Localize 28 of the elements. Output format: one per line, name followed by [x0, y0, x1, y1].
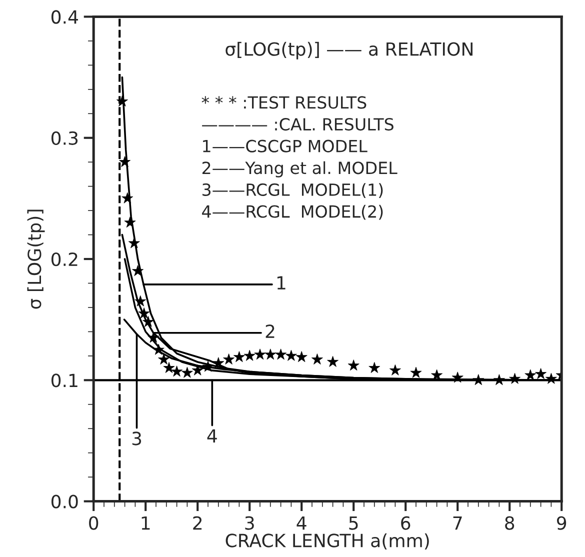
x-tick-label: 0	[89, 516, 98, 530]
annotation: * * * :TEST RESULTS	[202, 96, 366, 109]
x-tick-label: 5	[349, 516, 358, 530]
x-tick-label: 7	[453, 516, 462, 530]
y-tick-label: 0.1	[51, 374, 78, 388]
y-tick-label: 0.0	[51, 494, 78, 508]
annotation: 2——Yang et al. MODEL	[202, 161, 398, 178]
annotation: 3——RCGL MODEL(1)	[202, 183, 383, 198]
x-tick-label: 1	[142, 516, 150, 530]
annotation: 4——RCGL MODEL(2)	[202, 204, 383, 220]
y-tick-label: 0.4	[51, 10, 78, 24]
y-tick-label: 0.3	[51, 131, 78, 145]
x-tick-label: 8	[505, 516, 514, 530]
x-tick-label: 3	[245, 516, 254, 530]
x-tick-label: 4	[296, 516, 306, 530]
x-tick-label: 2	[193, 516, 202, 530]
x-tick-label: 9	[556, 516, 566, 530]
annotation: 1——CSCGP MODEL	[203, 140, 368, 152]
annotation: 2	[266, 324, 274, 338]
annotation: 3	[132, 432, 142, 446]
x-axis-title: CRACK LENGTH a(mm)	[226, 533, 429, 550]
annotation: ———— :CAL. RESULTS	[202, 118, 394, 131]
x-tick-label: 6	[401, 516, 410, 530]
annotation: 4	[207, 429, 217, 442]
y-axis-title: σ [LOG(tp)]	[27, 210, 45, 309]
text: σ[LOG(tp)] —— a RELATION	[226, 42, 472, 60]
y-tick-label: 0.2	[51, 252, 78, 266]
annotation: 1	[277, 276, 286, 290]
